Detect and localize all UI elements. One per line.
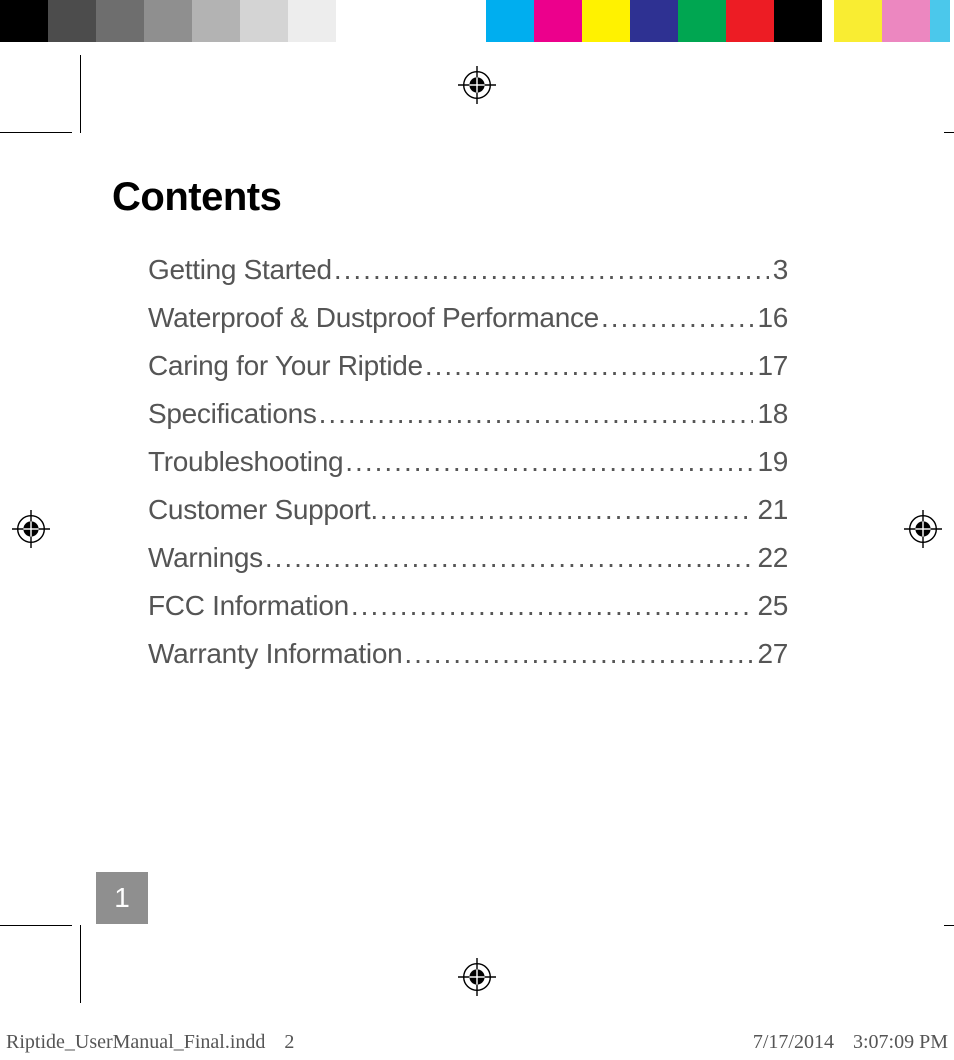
color-swatch — [240, 0, 288, 42]
toc-row: Warranty Information 27 — [148, 640, 788, 668]
color-swatch — [144, 0, 192, 42]
toc-page-number: 19 — [753, 448, 788, 476]
toc-leader-dots — [599, 304, 754, 332]
print-slug: Riptide_UserManual_Final.indd 2 7/17/201… — [0, 1031, 954, 1054]
table-of-contents: Getting Started 3 Waterproof & Dustproof P… — [148, 256, 788, 668]
color-swatch — [486, 0, 534, 42]
toc-page-number: 3 — [769, 256, 788, 284]
toc-page-number: 17 — [753, 352, 788, 380]
toc-leader-dots — [263, 544, 754, 572]
toc-page-number: 22 — [753, 544, 788, 572]
toc-leader-dots — [317, 400, 754, 428]
color-swatch — [534, 0, 582, 42]
toc-row: Waterproof & Dustproof Performance 16 — [148, 304, 788, 332]
color-swatch — [678, 0, 726, 42]
color-swatch — [582, 0, 630, 42]
slug-left: Riptide_UserManual_Final.indd 2 — [6, 1031, 308, 1054]
toc-row: FCC Information 25 — [148, 592, 788, 620]
toc-label: Warranty Information — [148, 640, 402, 668]
toc-row: Warnings 22 — [148, 544, 788, 572]
toc-leader-dots — [423, 352, 754, 380]
crop-mark — [944, 925, 954, 926]
toc-page-number: 27 — [753, 640, 788, 668]
toc-leader-dots — [402, 640, 753, 668]
page-number-tab: 1 — [96, 872, 148, 924]
toc-row: Specifications 18 — [148, 400, 788, 428]
crop-mark — [0, 925, 72, 926]
toc-label: Specifications — [148, 400, 317, 428]
color-swatch — [0, 0, 48, 42]
crop-mark — [80, 925, 81, 1003]
toc-row: Customer Support. 21 — [148, 496, 788, 524]
color-swatch — [96, 0, 144, 42]
toc-row: Caring for Your Riptide 17 — [148, 352, 788, 380]
registration-mark-icon — [458, 66, 496, 104]
slug-time: 3:07:09 PM — [853, 1031, 948, 1053]
crop-mark — [0, 132, 72, 133]
color-swatch — [288, 0, 336, 42]
toc-label: FCC Information — [148, 592, 349, 620]
registration-mark-icon — [12, 510, 50, 548]
toc-leader-dots — [332, 256, 769, 284]
color-swatch — [930, 0, 950, 42]
page: Contents Getting Started 3 Waterproof & Du… — [0, 0, 954, 1060]
color-swatch — [630, 0, 678, 42]
color-swatch — [192, 0, 240, 42]
toc-leader-dots — [343, 448, 753, 476]
registration-mark-icon — [458, 958, 496, 996]
color-swatch — [726, 0, 774, 42]
color-swatch — [822, 0, 834, 42]
slug-date: 7/17/2014 — [753, 1031, 834, 1053]
toc-label: Caring for Your Riptide — [148, 352, 423, 380]
toc-label: Warnings — [148, 544, 263, 572]
page-title: Contents — [112, 175, 872, 220]
printer-color-bar — [0, 0, 954, 42]
color-swatch — [882, 0, 930, 42]
color-swatch — [774, 0, 822, 42]
crop-mark — [80, 55, 81, 133]
toc-page-number: 18 — [753, 400, 788, 428]
content-area: Contents Getting Started 3 Waterproof & Du… — [112, 175, 872, 688]
color-swatch — [834, 0, 882, 42]
toc-label: Troubleshooting — [148, 448, 343, 476]
crop-mark — [944, 132, 954, 133]
toc-leader-dots — [349, 592, 754, 620]
toc-row: Troubleshooting 19 — [148, 448, 788, 476]
toc-page-number: 16 — [753, 304, 788, 332]
slug-page: 2 — [284, 1031, 294, 1053]
toc-label: Getting Started — [148, 256, 332, 284]
toc-leader-dots — [378, 496, 754, 524]
registration-mark-icon — [904, 510, 942, 548]
color-swatch — [48, 0, 96, 42]
toc-label: Waterproof & Dustproof Performance — [148, 304, 599, 332]
toc-page-number: 25 — [753, 592, 788, 620]
slug-right: 7/17/2014 3:07:09 PM — [739, 1031, 948, 1054]
toc-page-number: 21 — [753, 496, 788, 524]
color-swatch — [336, 0, 486, 42]
toc-label: Customer Support. — [148, 496, 378, 524]
toc-row: Getting Started 3 — [148, 256, 788, 284]
slug-filename: Riptide_UserManual_Final.indd — [6, 1031, 265, 1053]
